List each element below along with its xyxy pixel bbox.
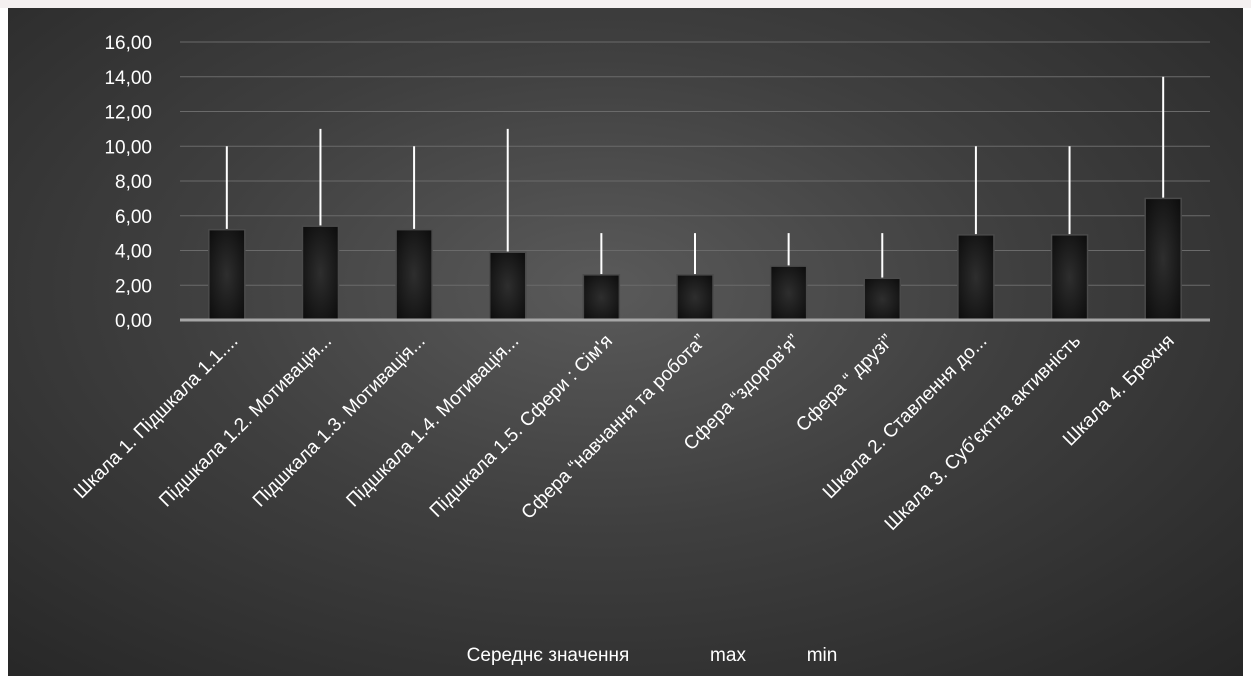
bar xyxy=(676,274,714,321)
x-tick-label: Підшкала 1.5. Сфери : Сім'я xyxy=(426,331,617,522)
x-tick-label: Підшкала 1.2. Мотивація... xyxy=(155,331,336,512)
bar xyxy=(769,265,808,321)
chart-area xyxy=(8,8,1243,676)
bar xyxy=(208,228,246,321)
y-tick-label: 8,00 xyxy=(115,172,152,193)
bar xyxy=(488,251,527,321)
bar xyxy=(957,234,995,321)
x-tick-label: Шкала 1. Підшкала 1.1.... xyxy=(70,331,242,503)
bar xyxy=(395,228,433,321)
x-tick-label: Шкала 2. Ставлення до... xyxy=(819,331,991,503)
legend-entry: max xyxy=(710,645,746,666)
x-axis-category-labels: Шкала 1. Підшкала 1.1....Підшкала 1.2. М… xyxy=(70,331,1179,535)
y-tick-label: 0,00 xyxy=(115,311,152,332)
y-tick-label: 4,00 xyxy=(115,242,152,263)
y-tick-label: 2,00 xyxy=(115,276,152,297)
y-tick-label: 16,00 xyxy=(104,33,152,54)
bar xyxy=(1144,197,1182,321)
y-tick-label: 14,00 xyxy=(104,68,152,89)
bar xyxy=(1050,234,1089,321)
x-tick-label: Підшкала 1.3. Мотивація... xyxy=(249,331,430,512)
x-tick-label: Підшкала 1.4. Мотивація... xyxy=(343,331,524,512)
x-tick-label: Сфера “ друзі” xyxy=(792,331,897,436)
y-tick-label: 12,00 xyxy=(104,103,152,124)
bar xyxy=(582,274,621,321)
gridlines xyxy=(180,41,1210,286)
x-tick-label: Сфера “навчання та робота” xyxy=(518,331,711,524)
legend-entry: min xyxy=(807,645,838,666)
x-tick-label: Шкала 3. Суб’єктна активність xyxy=(881,331,1085,535)
legend-entry: Середнє значення xyxy=(467,645,630,666)
bars xyxy=(208,197,1182,321)
y-axis-tick-labels: 0,00 2,00 4,00 6,00 8,00 10,00 12,00 14,00 16,00 xyxy=(104,33,152,332)
y-tick-label: 10,00 xyxy=(104,137,152,158)
bar xyxy=(863,277,902,321)
max-whiskers xyxy=(225,76,1165,279)
bar xyxy=(301,225,340,321)
y-tick-label: 6,00 xyxy=(115,207,152,228)
legend: Середнє значення max min xyxy=(467,645,838,666)
top-strip xyxy=(0,0,1251,8)
